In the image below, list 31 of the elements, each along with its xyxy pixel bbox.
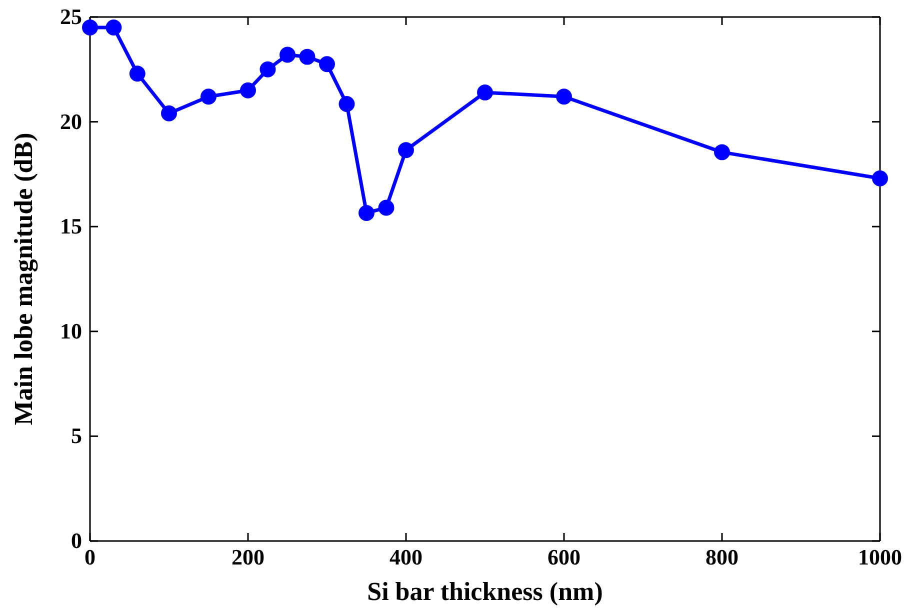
point: [161, 105, 177, 122]
point: [319, 56, 335, 72]
point: [240, 82, 256, 98]
y-tick-label: 15: [60, 214, 82, 239]
y-tick-label: 5: [71, 423, 82, 448]
point: [358, 205, 374, 221]
x-tick-label: 200: [232, 544, 264, 570]
point: [129, 66, 146, 82]
point: [338, 96, 355, 112]
y-tick-label: 10: [60, 318, 82, 344]
point: [200, 88, 216, 105]
x-tick-label: 400: [390, 544, 422, 570]
point: [280, 46, 296, 63]
point: [714, 144, 730, 160]
x-tick-label: 1000: [858, 544, 902, 570]
point: [872, 170, 888, 186]
point: [82, 20, 98, 36]
point: [299, 48, 316, 65]
point: [477, 84, 493, 100]
y-axis-title: Main lobe magnitude (dB): [9, 132, 38, 426]
point: [556, 88, 572, 105]
x-axis-title: Si bar thickness (nm): [367, 577, 603, 606]
point: [260, 61, 276, 78]
y-tick-label: 20: [60, 108, 82, 134]
point: [106, 20, 122, 36]
x-tick-label: 600: [548, 544, 580, 570]
point: [398, 142, 414, 158]
y-tick-label: 0: [71, 528, 82, 554]
y-tick-label: 25: [60, 4, 82, 30]
x-tick-label: 800: [706, 544, 738, 570]
point: [378, 200, 394, 216]
